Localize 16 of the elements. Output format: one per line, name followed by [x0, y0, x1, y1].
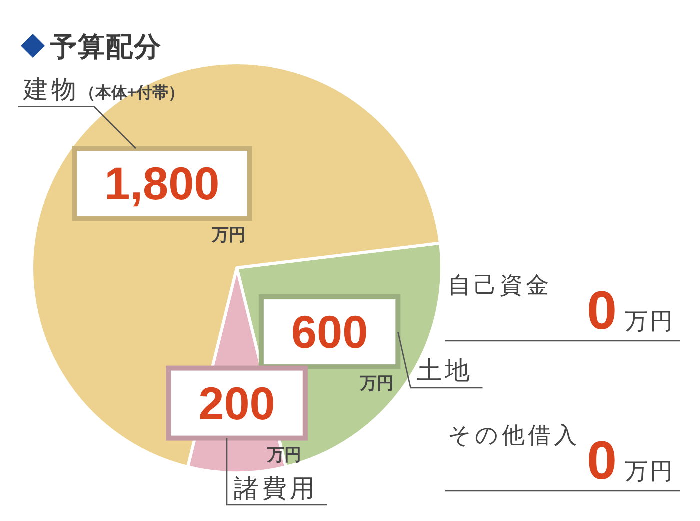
- note-unit: 万円: [625, 308, 675, 334]
- note-label: その他借入: [448, 422, 580, 448]
- category-label: 土地: [416, 356, 473, 385]
- title: 予算配分: [50, 32, 162, 62]
- data-label: 1,800: [104, 158, 220, 210]
- category-label: 諸費用: [234, 475, 318, 503]
- data-label-unit: 万円: [212, 226, 246, 245]
- note-value: 0: [586, 281, 617, 341]
- note-value: 0: [586, 431, 617, 491]
- data-label-unit: 万円: [360, 374, 394, 394]
- data-label: 200: [198, 377, 276, 430]
- data-label: 600: [291, 306, 368, 358]
- note-unit: 万円: [625, 458, 675, 484]
- category-label: 建物（本体+付帯）: [23, 76, 185, 104]
- data-label-unit: 万円: [267, 445, 302, 464]
- note-label: 自己資金: [448, 272, 552, 298]
